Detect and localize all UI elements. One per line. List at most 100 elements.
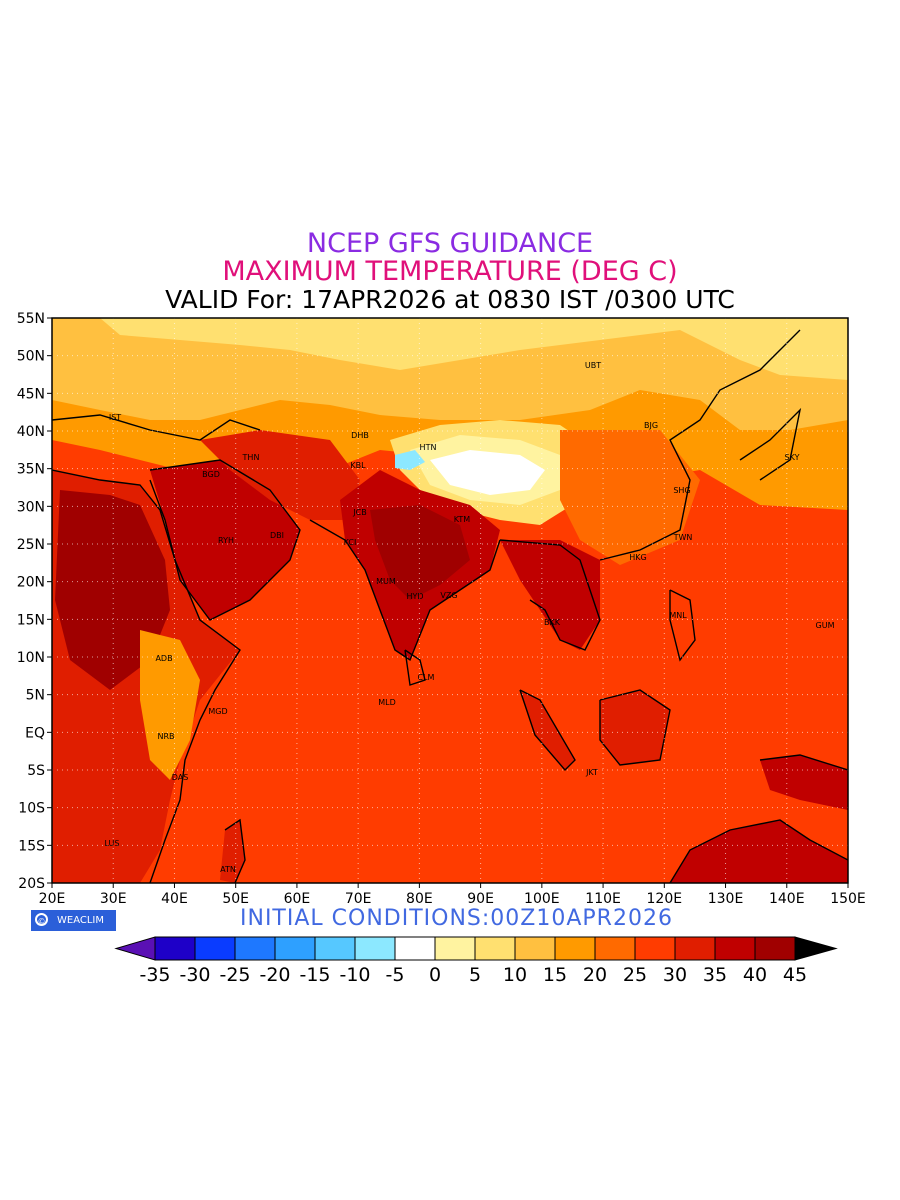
legend-swatch bbox=[514, 936, 556, 961]
city-label: MLD bbox=[378, 698, 396, 707]
city-label: CLM bbox=[418, 673, 435, 682]
fill-madagascar bbox=[220, 820, 245, 883]
city-label: KTM bbox=[454, 515, 471, 524]
lon-tick-label: 80E bbox=[406, 891, 433, 907]
lat-tick-label: 40N bbox=[17, 424, 45, 440]
legend-swatch bbox=[394, 936, 436, 961]
city-label: DBI bbox=[270, 531, 284, 540]
fill-newguinea bbox=[760, 755, 848, 810]
lat-tick-label: 25N bbox=[17, 537, 45, 553]
fill-tibet-white bbox=[430, 450, 545, 495]
city-label: BKK bbox=[544, 618, 561, 627]
legend-label: -35 bbox=[139, 964, 170, 986]
city-label: SKY bbox=[785, 453, 800, 462]
city-label: ADB bbox=[155, 654, 172, 663]
legend-label: -5 bbox=[386, 964, 405, 986]
lat-tick-label: 45N bbox=[17, 386, 45, 402]
legend-label: 20 bbox=[583, 964, 607, 986]
legend-swatch bbox=[354, 936, 396, 961]
lat-tick-label: 5N bbox=[26, 688, 45, 704]
fill-sumatra bbox=[520, 690, 575, 770]
city-label: MUM bbox=[376, 577, 396, 586]
lon-tick-label: 150E bbox=[830, 891, 866, 907]
legend-label: -30 bbox=[179, 964, 210, 986]
city-label: UBT bbox=[585, 361, 601, 370]
city-label: BGD bbox=[202, 470, 220, 479]
legend-label: 0 bbox=[429, 964, 441, 986]
lat-tick-label: 20N bbox=[17, 575, 45, 591]
legend-under-arrow bbox=[114, 936, 156, 961]
fill-siberia bbox=[100, 318, 848, 380]
lat-tick-label: EQ bbox=[25, 725, 45, 741]
lon-tick-label: 60E bbox=[284, 891, 311, 907]
city-label: IST bbox=[109, 413, 121, 422]
fill-borneo bbox=[600, 690, 670, 765]
map-frame bbox=[51, 317, 849, 884]
city-label: DAS bbox=[172, 773, 189, 782]
legend-swatch bbox=[674, 936, 716, 961]
legend-swatch bbox=[274, 936, 316, 961]
lon-tick-label: 50E bbox=[222, 891, 249, 907]
legend-label: -20 bbox=[259, 964, 290, 986]
fill-africa-cool bbox=[140, 630, 200, 780]
lat-tick-label: 10N bbox=[17, 650, 45, 666]
legend-swatch bbox=[594, 936, 636, 961]
city-label: DHB bbox=[351, 431, 369, 440]
legend-label: -25 bbox=[219, 964, 250, 986]
chart-title: NCEP GFS GUIDANCE bbox=[306, 228, 594, 259]
lon-tick-label: 40E bbox=[161, 891, 188, 907]
city-label: LUS bbox=[105, 839, 120, 848]
lon-tick-label: 140E bbox=[769, 891, 805, 907]
chart-subtitle: MAXIMUM TEMPERATURE (DEG C) bbox=[222, 256, 678, 287]
valid-time: VALID For: 17APR2026 at 0830 IST /0300 U… bbox=[165, 285, 735, 314]
city-label: SHG bbox=[673, 486, 690, 495]
legend-swatch bbox=[314, 936, 356, 961]
city-label: TWN bbox=[673, 533, 693, 542]
lat-tick-label: 35N bbox=[17, 462, 45, 478]
weaclim-badge[interactable]: © WEACLIM bbox=[31, 910, 116, 931]
fill-karakoram-cold bbox=[395, 450, 425, 470]
legend-swatch bbox=[474, 936, 516, 961]
coastlines bbox=[52, 329, 848, 883]
lat-tick-label: 30N bbox=[17, 499, 45, 515]
city-label: MGD bbox=[208, 707, 227, 716]
lat-tick-label: 20S bbox=[18, 876, 45, 892]
lon-tick-label: 20E bbox=[39, 891, 66, 907]
city-label: THN bbox=[242, 453, 260, 462]
temperature-map: 55N 50N 45N 40N 35N 30N 25N 20N 15N 10N 5N EQ 5S 10S 1… bbox=[17, 311, 866, 907]
lon-tick-label: 120E bbox=[647, 891, 683, 907]
legend-label: 25 bbox=[623, 964, 647, 986]
legend-label: 30 bbox=[663, 964, 687, 986]
lat-tick-label: 50N bbox=[17, 349, 45, 365]
badge-text: WEACLIM bbox=[57, 915, 105, 926]
city-label: KCI bbox=[344, 538, 357, 547]
fill-iran bbox=[200, 430, 360, 520]
lon-tick-label: 90E bbox=[467, 891, 494, 907]
city-label: HKG bbox=[629, 553, 646, 562]
city-label: VZG bbox=[440, 591, 457, 600]
lat-tick-label: 5S bbox=[27, 763, 45, 779]
legend-swatch bbox=[154, 936, 196, 961]
legend-label: 15 bbox=[543, 964, 567, 986]
city-label: HTN bbox=[420, 443, 437, 452]
legend-label: -10 bbox=[339, 964, 370, 986]
fill-india-hot bbox=[370, 505, 470, 600]
city-label: HYD bbox=[406, 592, 423, 601]
lat-tick-labels: 55N 50N 45N 40N 35N 30N 25N 20N 15N 10N 5N EQ 5S 10S 1… bbox=[17, 311, 52, 892]
fill-china bbox=[560, 430, 700, 565]
lat-tick-label: 15N bbox=[17, 612, 45, 628]
initial-conditions: INITIAL CONDITIONS:00Z10APR2026 bbox=[240, 906, 673, 931]
legend-label: -15 bbox=[299, 964, 330, 986]
legend-swatch bbox=[634, 936, 676, 961]
legend-over-arrow bbox=[794, 936, 838, 961]
graticule bbox=[52, 318, 848, 883]
lat-tick-label: 55N bbox=[17, 311, 45, 327]
city-label: JCB bbox=[352, 508, 366, 517]
legend-swatch bbox=[194, 936, 236, 961]
city-labels: UBT BJG SKY SHG TWN HKG MNL GUM HTN DHB KBL THN BGD R… bbox=[105, 361, 835, 874]
lon-tick-label: 100E bbox=[524, 891, 560, 907]
copyright-circle-icon: © bbox=[35, 913, 48, 926]
lon-tick-label: 70E bbox=[345, 891, 372, 907]
legend-label: 10 bbox=[503, 964, 527, 986]
lat-tick-label: 10S bbox=[18, 801, 45, 817]
